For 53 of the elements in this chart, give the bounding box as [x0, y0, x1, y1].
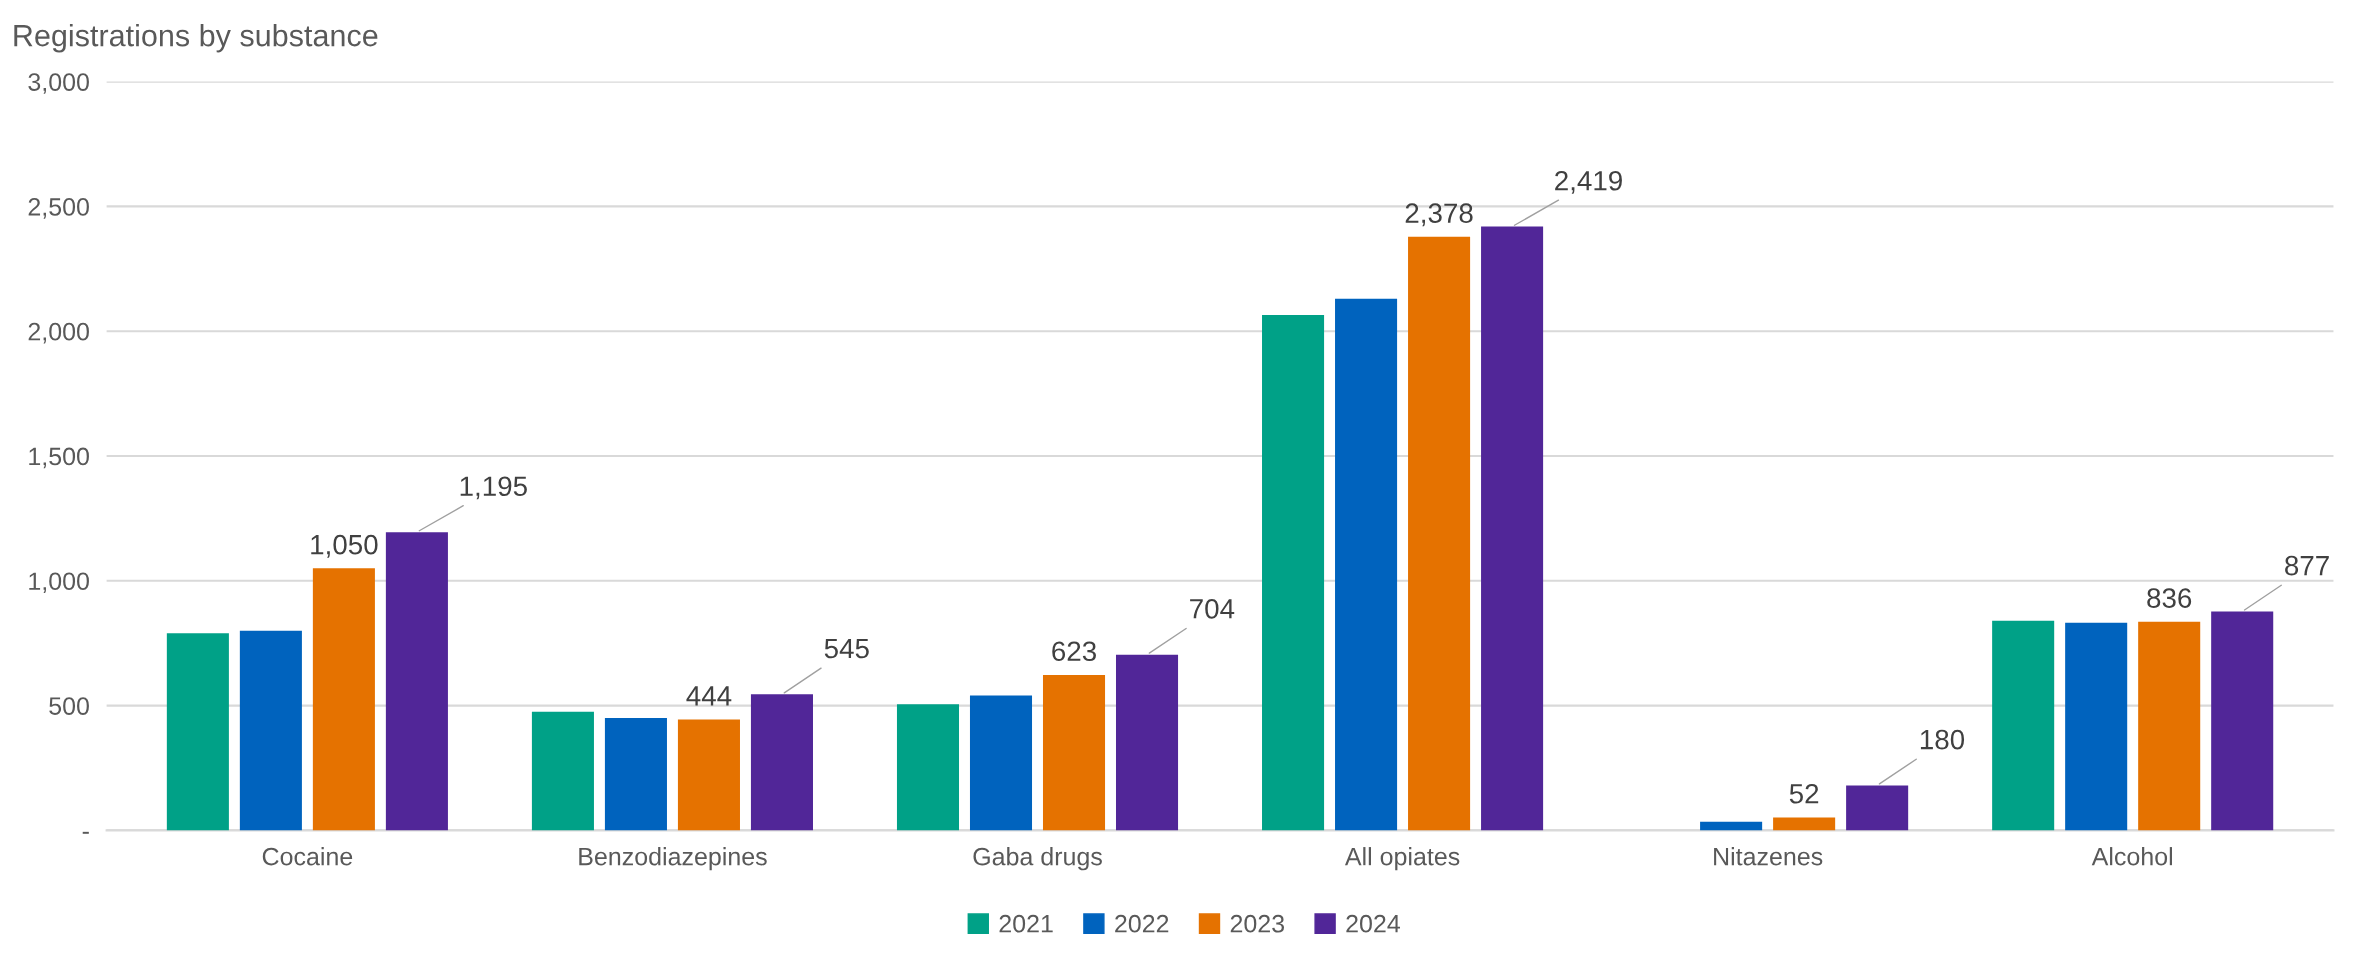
x-tick-label: Alcohol — [2091, 847, 2173, 866]
bar — [604, 718, 667, 831]
bar — [1846, 785, 1909, 831]
x-tick-label: Cocaine — [262, 847, 353, 866]
legend-label: 2024 — [1346, 914, 1400, 933]
y-tick-label: 1,000 — [29, 572, 89, 594]
data-label: 623 — [1052, 641, 1096, 662]
y-tick-label: - — [82, 831, 89, 834]
y-tick-label: 3,000 — [28, 73, 89, 94]
bar — [969, 695, 1033, 831]
bar — [1481, 226, 1544, 831]
data-label: 1,195 — [460, 476, 527, 500]
x-tick-label: Benzodiazepines — [579, 847, 767, 871]
bar — [1335, 298, 1398, 831]
data-label: 1,050 — [311, 534, 378, 558]
bar — [1700, 821, 1763, 831]
data-label: 444 — [686, 686, 732, 706]
bar — [750, 694, 813, 831]
y-tick-label: 2,500 — [28, 198, 89, 219]
chart-title: Registrations by substance — [14, 24, 378, 53]
data-label: 877 — [2285, 555, 2329, 576]
legend-label: 2023 — [1230, 914, 1285, 933]
bar — [1992, 620, 2055, 831]
legend-label: 2022 — [1115, 914, 1169, 933]
bar — [1773, 817, 1836, 831]
y-tick-label: 1,500 — [29, 447, 89, 469]
bar — [239, 630, 302, 831]
data-label: 52 — [1789, 783, 1819, 804]
bar — [1408, 236, 1471, 831]
bar — [2211, 611, 2274, 831]
bar — [312, 568, 375, 831]
bar — [1262, 314, 1325, 831]
data-label: 545 — [824, 638, 869, 659]
x-tick-label: Nitazenes — [1714, 847, 1823, 866]
bar — [1115, 654, 1179, 831]
x-tick-label: All opiates — [1344, 847, 1460, 871]
y-tick-label: 2,000 — [28, 322, 89, 344]
x-tick-label: Gaba drugs — [973, 847, 1102, 871]
bar — [677, 719, 740, 831]
data-label: 704 — [1190, 598, 1235, 619]
bar — [2065, 622, 2128, 831]
data-label: 180 — [1920, 729, 1965, 750]
y-tick-label: 500 — [49, 697, 89, 715]
bar — [531, 711, 594, 831]
bar — [166, 633, 229, 831]
data-label: 2,378 — [1405, 203, 1473, 227]
bar — [1042, 674, 1106, 831]
legend-label: 2021 — [999, 914, 1053, 933]
data-label: 2,419 — [1555, 170, 1622, 194]
bar — [896, 704, 960, 831]
bar — [2138, 621, 2201, 831]
data-label: 836 — [2147, 588, 2192, 608]
bar — [385, 532, 448, 831]
